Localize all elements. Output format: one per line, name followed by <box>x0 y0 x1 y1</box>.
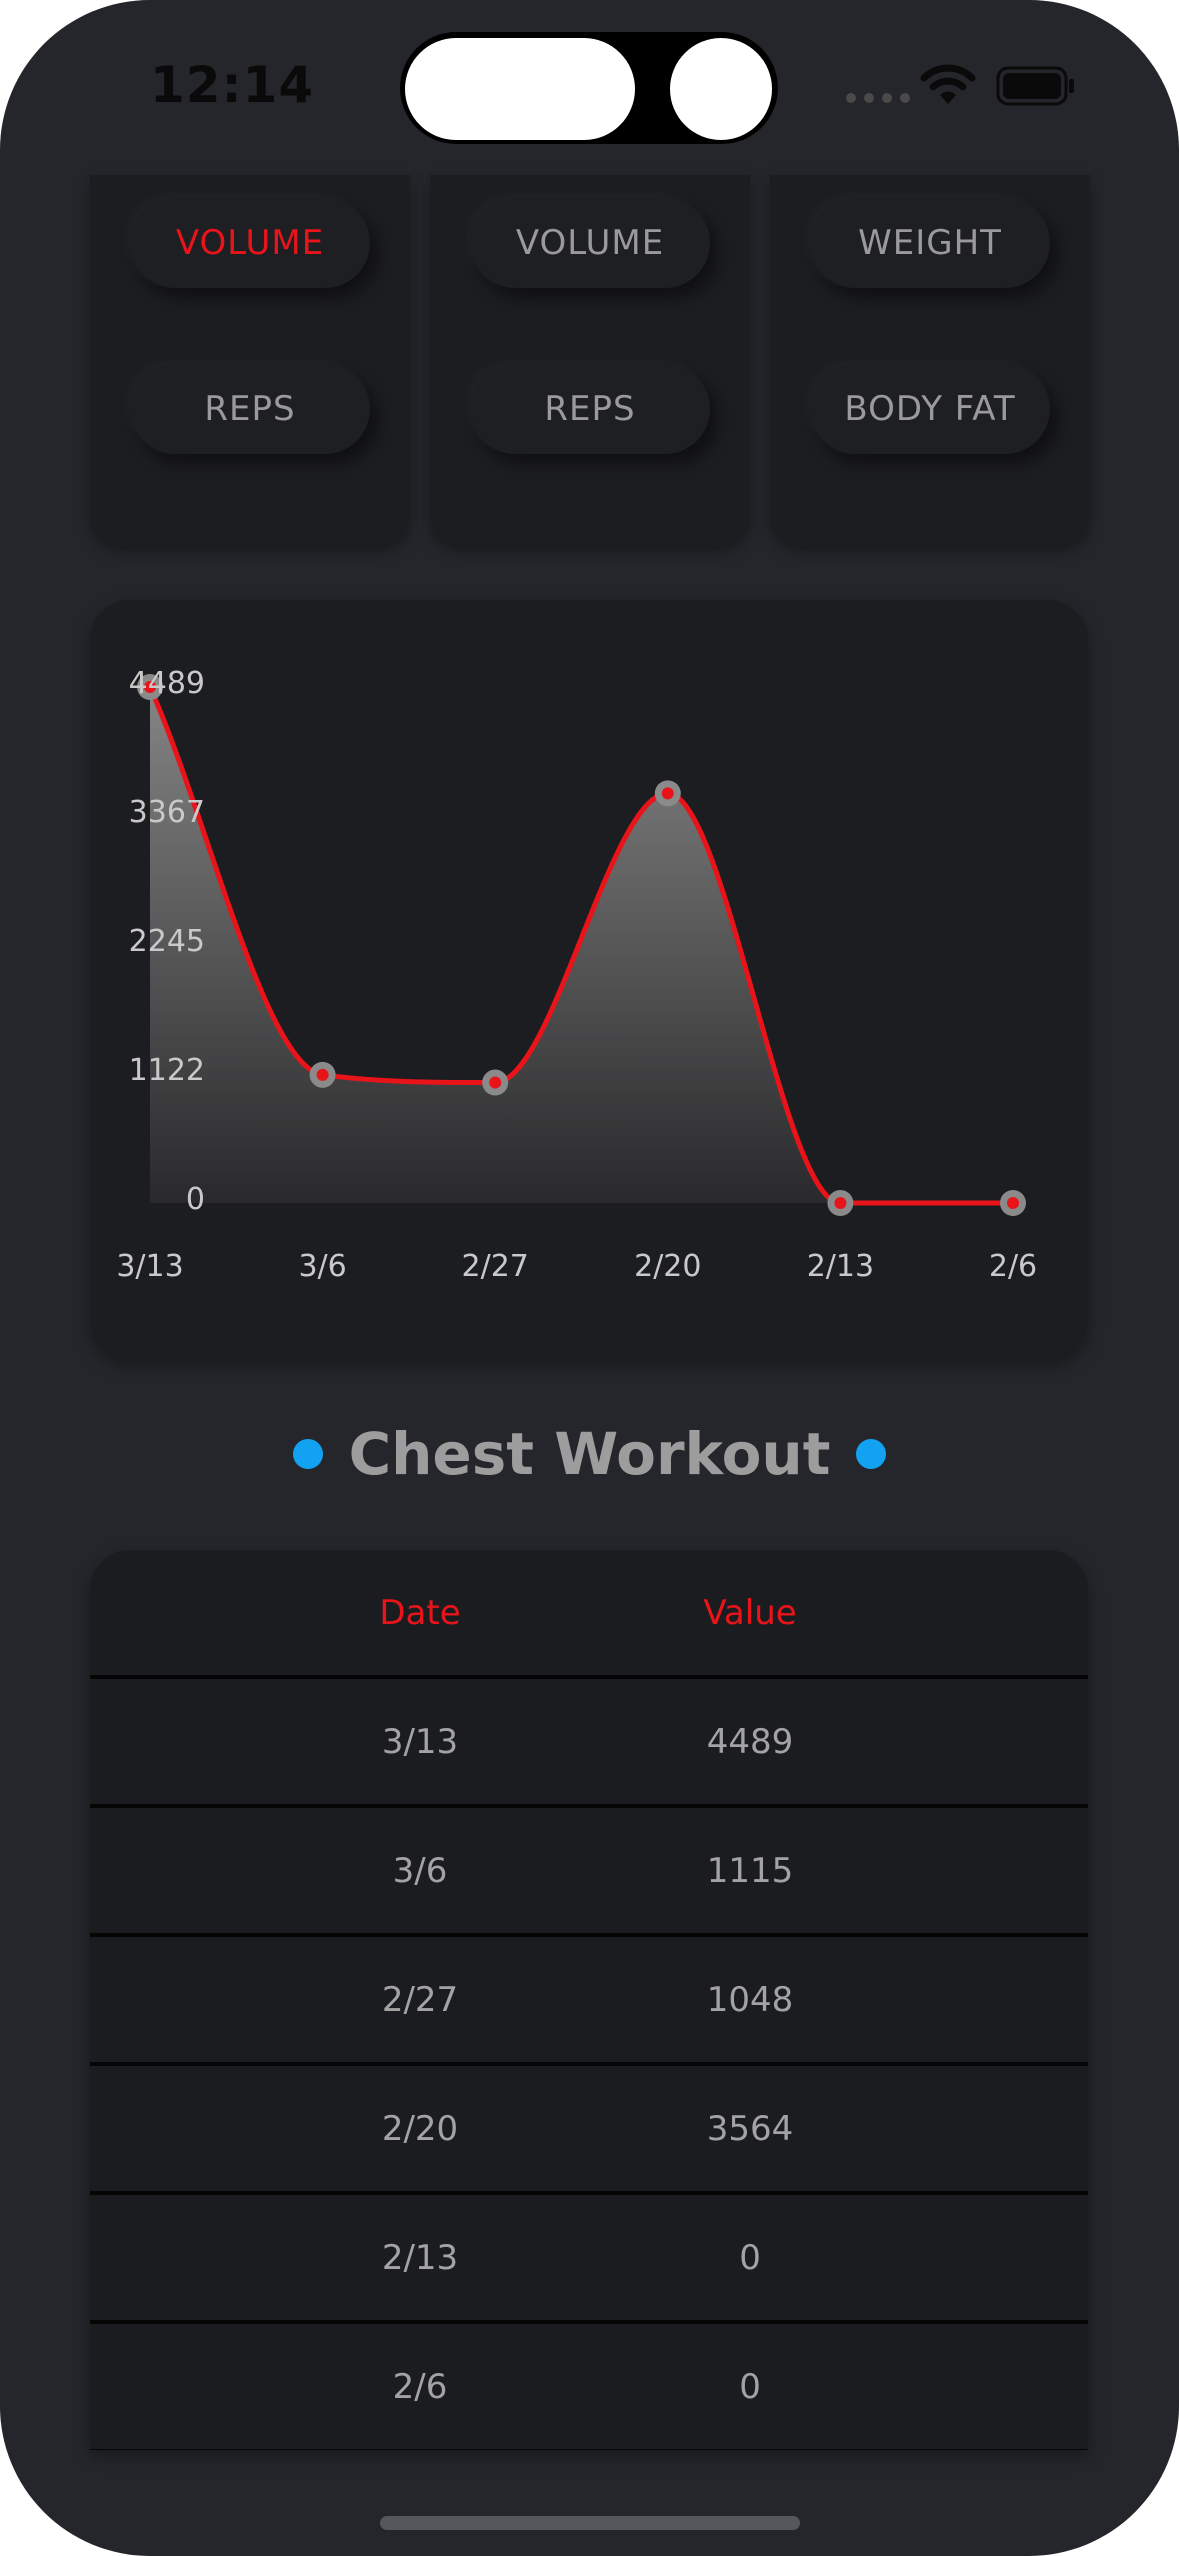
volume-toggle-button[interactable]: VOLUME <box>130 198 370 288</box>
volume-chart: 0 1122 2245 3367 4489 3/13 3/6 2/27 2/20 2/13 2/6 <box>116 666 1037 1284</box>
weight-toggle-button[interactable]: WEIGHT <box>810 198 1050 288</box>
row-date: 2/27 <box>381 1979 459 2020</box>
chart-data-point[interactable] <box>827 1190 854 1216</box>
x-tick-label: 3/13 <box>116 1249 183 1284</box>
table-header: Date Value <box>90 1550 1088 1679</box>
row-date: 3/6 <box>392 1850 448 1891</box>
row-date: 2/20 <box>381 2108 459 2149</box>
chart-data-point[interactable] <box>654 780 681 807</box>
volume-toggle-button[interactable]: VOLUME <box>470 198 710 288</box>
home-indicator[interactable] <box>380 2516 800 2530</box>
cellular-signal-icon <box>846 93 910 103</box>
chart-data-point[interactable] <box>137 674 163 700</box>
table-row[interactable]: 2/27 1048 <box>90 1937 1088 2066</box>
wifi-icon <box>920 64 976 104</box>
row-value: 0 <box>739 2237 761 2278</box>
table-row[interactable]: 2/20 3564 <box>90 2066 1088 2195</box>
table-row[interactable]: 2/13 0 <box>90 2195 1088 2324</box>
y-tick-label: 4489 <box>129 666 205 701</box>
row-value: 3564 <box>706 2108 794 2149</box>
y-tick-label: 0 <box>186 1182 205 1217</box>
table-row[interactable]: 2/6 0 <box>90 2324 1088 2450</box>
row-value: 4489 <box>706 1721 794 1762</box>
reps-toggle-button[interactable]: REPS <box>130 364 370 454</box>
chart-data-point[interactable] <box>482 1069 509 1096</box>
body-fat-toggle-button[interactable]: BODY FAT <box>810 364 1050 454</box>
chart-data-point[interactable] <box>1000 1190 1026 1216</box>
x-tick-label: 2/6 <box>989 1249 1037 1284</box>
x-tick-label: 2/20 <box>634 1249 701 1284</box>
date-column-header: Date <box>379 1592 461 1633</box>
chart-data-point[interactable] <box>309 1061 336 1088</box>
row-date: 2/6 <box>392 2366 448 2407</box>
row-date: 2/13 <box>381 2237 459 2278</box>
y-tick-label: 3367 <box>129 795 205 830</box>
row-value: 0 <box>739 2366 761 2407</box>
metric-group-1: VOLUME REPS <box>90 175 410 545</box>
chart-card: 0 1122 2245 3367 4489 3/13 3/6 2/27 2/20 2/13 2/6 <box>90 600 1088 1360</box>
status-time: 12:14 <box>150 56 315 114</box>
x-tick-label: 2/13 <box>807 1249 874 1284</box>
dynamic-island-pill <box>405 38 635 140</box>
chest-workout-title: Chest Workout <box>348 1420 831 1488</box>
dynamic-island-dot <box>670 38 772 140</box>
data-table: Date Value 3/13 4489 3/6 1115 2/27 1048 … <box>90 1550 1088 2450</box>
x-tick-label: 3/6 <box>298 1249 346 1284</box>
table-row[interactable]: 3/6 1115 <box>90 1808 1088 1937</box>
row-value: 1115 <box>706 1850 794 1891</box>
section-title: Chest Workout <box>0 1420 1179 1488</box>
row-value: 1048 <box>706 1979 794 2020</box>
y-tick-label: 1122 <box>129 1053 205 1088</box>
battery-icon <box>996 66 1074 106</box>
value-column-header: Value <box>703 1592 797 1633</box>
chart-area-fill <box>150 687 1013 1203</box>
title-right-dot-icon <box>856 1439 887 1469</box>
row-date: 3/13 <box>381 1721 459 1762</box>
metric-group-3: WEIGHT BODY FAT <box>770 175 1090 545</box>
metric-group-2: VOLUME REPS <box>430 175 750 545</box>
table-row[interactable]: 3/13 4489 <box>90 1679 1088 1808</box>
title-left-dot-icon <box>292 1439 323 1469</box>
y-tick-label: 2245 <box>129 924 205 959</box>
x-tick-label: 2/27 <box>462 1249 529 1284</box>
reps-toggle-button[interactable]: REPS <box>470 364 710 454</box>
